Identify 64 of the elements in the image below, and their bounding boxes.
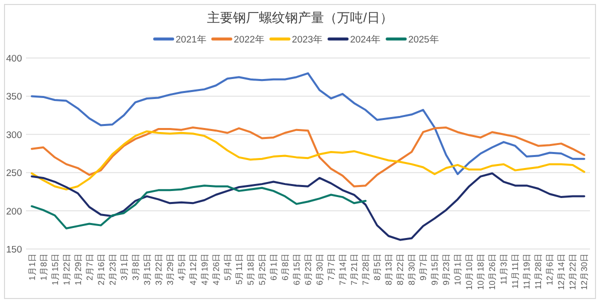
chart-title: 主要钢厂螺纹钢产量（万吨/日） bbox=[207, 10, 393, 25]
x-tick-label: 11月19日 bbox=[522, 253, 532, 290]
x-tick-label: 11月28日 bbox=[533, 253, 544, 290]
x-tick-label: 4月12日 bbox=[188, 253, 198, 286]
x-tick-label: 7月28日 bbox=[360, 253, 371, 286]
x-tick-label: 10月18日 bbox=[476, 253, 486, 290]
x-tick-label: 12月6日 bbox=[544, 253, 555, 286]
legend-label: 2024年 bbox=[350, 34, 382, 46]
x-tick-label: 4月26日 bbox=[210, 253, 221, 286]
x-tick-label: 1月15日 bbox=[50, 253, 60, 286]
x-tick-label: 6月1日 bbox=[268, 253, 278, 280]
x-tick-label: 6月15日 bbox=[291, 253, 302, 286]
x-tick-label: 3月1日 bbox=[118, 253, 129, 280]
x-tick-label: 7月21日 bbox=[349, 253, 360, 286]
legend-label: 2025年 bbox=[408, 34, 440, 46]
x-tick-label: 10月1日 bbox=[452, 253, 463, 286]
x-tick-label: 7月14日 bbox=[338, 253, 348, 286]
y-tick-label: 250 bbox=[6, 168, 22, 180]
x-tick-label: 3月8日 bbox=[130, 253, 140, 280]
x-tick-label: 5月4日 bbox=[222, 253, 232, 280]
x-tick-label: 4月19日 bbox=[199, 253, 210, 286]
x-tick-label: 4月5日 bbox=[176, 253, 186, 280]
x-tick-label: 10月26日 bbox=[487, 253, 498, 290]
x-tick-label: 1月29日 bbox=[72, 253, 83, 286]
legend-label: 2022年 bbox=[234, 34, 265, 46]
x-tick-label: 11月3日 bbox=[498, 253, 509, 285]
x-tick-label: 8月30日 bbox=[406, 253, 417, 286]
line-series bbox=[30, 72, 586, 176]
x-tick-label: 7月7日 bbox=[326, 253, 336, 280]
x-tick-label: 8月13日 bbox=[384, 253, 394, 286]
line-series bbox=[30, 172, 586, 241]
x-tick-label: 1月1日 bbox=[26, 253, 37, 280]
legend-label: 2023年 bbox=[292, 34, 324, 46]
x-tick-label: 3月15日 bbox=[142, 253, 152, 286]
x-tick-label: 1月8日 bbox=[38, 253, 48, 280]
x-tick-label: 5月25日 bbox=[256, 253, 267, 286]
y-tick-label: 400 bbox=[6, 54, 22, 64]
x-tick-label: 2月23日 bbox=[107, 253, 118, 286]
x-tick-label: 5月11日 bbox=[234, 253, 244, 285]
x-tick-label: 8月22日 bbox=[395, 253, 406, 286]
y-tick-label: 150 bbox=[6, 244, 22, 256]
x-tick-label: 6月23日 bbox=[303, 253, 313, 286]
y-tick-label: 300 bbox=[6, 130, 22, 141]
x-tick-label: 3月29日 bbox=[164, 253, 175, 286]
y-tick-label: 350 bbox=[6, 92, 22, 103]
x-tick-label: 9月15日 bbox=[430, 253, 440, 286]
x-tick-label: 2月16日 bbox=[96, 253, 106, 286]
x-tick-label: 11月11日 bbox=[510, 253, 520, 289]
x-tick-label: 12月14日 bbox=[556, 253, 566, 290]
x-tick-label: 3月22日 bbox=[153, 253, 164, 286]
x-tick-label: 9月23日 bbox=[441, 253, 452, 286]
x-tick-label: 2月7日 bbox=[84, 253, 94, 280]
x-tick-label: 8月5日 bbox=[372, 253, 382, 280]
x-tick-label: 1月22日 bbox=[61, 253, 72, 286]
x-tick-label: 5月18日 bbox=[245, 253, 256, 286]
legend-label: 2021年 bbox=[176, 34, 207, 46]
y-tick-label: 200 bbox=[6, 206, 22, 218]
line-series bbox=[30, 184, 367, 230]
x-tick-label: 12月30日 bbox=[579, 253, 590, 290]
x-tick-label: 12月22日 bbox=[568, 253, 578, 290]
x-tick-label: 9月7日 bbox=[418, 253, 428, 280]
x-tick-label: 6月30日 bbox=[314, 253, 325, 286]
x-tick-label: 6月8日 bbox=[280, 253, 290, 280]
x-tick-label: 10月10日 bbox=[464, 253, 474, 290]
